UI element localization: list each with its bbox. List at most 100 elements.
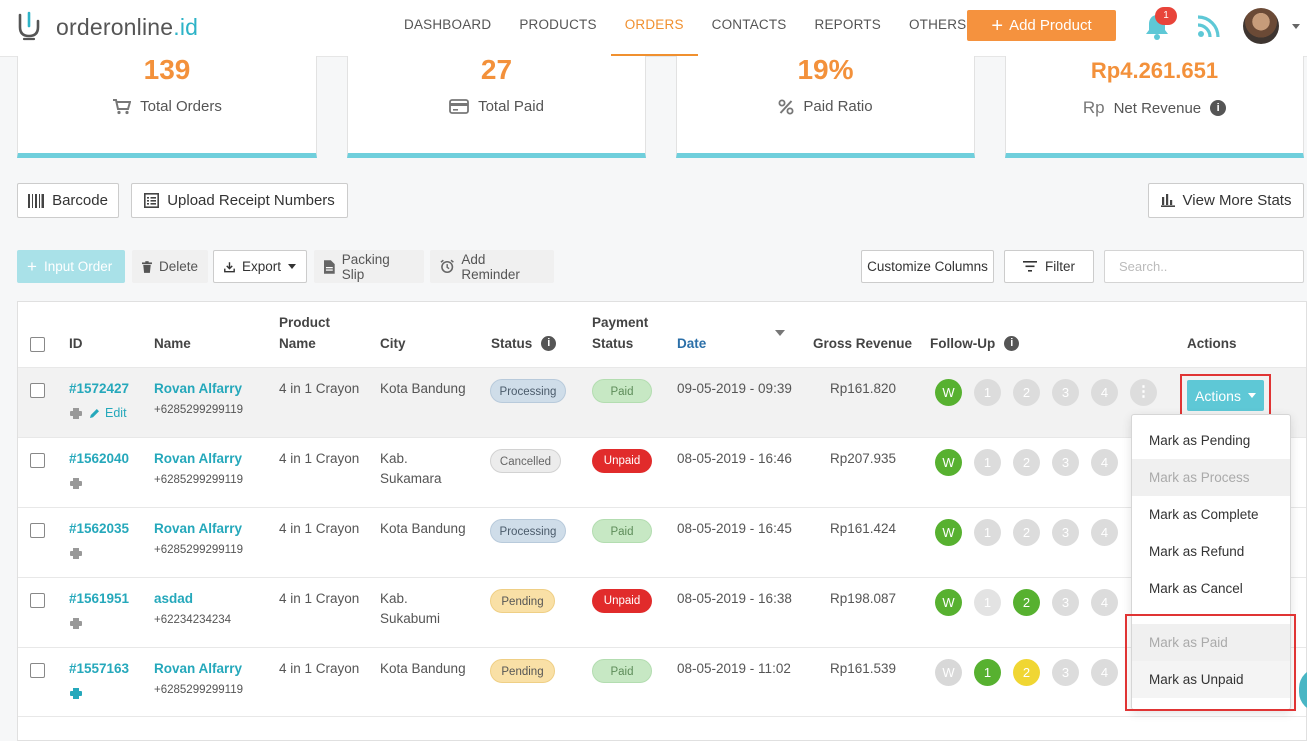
menu-item-mark-refund[interactable]: Mark as Refund — [1149, 544, 1245, 559]
payment-status-badge: Paid — [592, 379, 652, 403]
printer-icon[interactable] — [70, 618, 82, 629]
column-header-payment-status[interactable]: Payment Status — [592, 312, 648, 354]
row-checkbox[interactable] — [30, 383, 45, 398]
column-header-follow-up[interactable]: Follow-Up i — [930, 333, 1020, 354]
follow-up-2[interactable]: 2 — [1013, 449, 1040, 476]
follow-up-1[interactable]: 1 — [974, 519, 1001, 546]
nav-reports[interactable]: REPORTS — [814, 17, 881, 32]
city-line1: Kota Bandung — [380, 521, 466, 536]
upload-receipt-button[interactable]: Upload Receipt Numbers — [131, 183, 348, 218]
follow-up-whatsapp[interactable]: W — [935, 379, 962, 406]
edit-link[interactable]: Edit — [105, 406, 127, 420]
menu-item-mark-cancel[interactable]: Mark as Cancel — [1149, 581, 1243, 596]
add-product-button[interactable]: + Add Product — [967, 10, 1116, 41]
select-all-checkbox[interactable] — [30, 337, 45, 352]
brand-logo[interactable]: orderonline.id — [16, 11, 198, 43]
list-icon — [144, 193, 160, 208]
export-dropdown[interactable]: Export — [213, 250, 307, 283]
follow-up-3[interactable]: 3 — [1052, 659, 1079, 686]
column-header-product[interactable]: Product Name — [279, 312, 330, 354]
row-checkbox[interactable] — [30, 523, 45, 538]
row-checkbox[interactable] — [30, 593, 45, 608]
follow-up-1[interactable]: 1 — [974, 379, 1001, 406]
printer-icon[interactable] — [70, 688, 82, 699]
nav-dashboard[interactable]: DASHBOARD — [404, 17, 492, 32]
stat-card-total-orders: 139 Total Orders — [17, 54, 317, 158]
menu-item-mark-unpaid[interactable]: Mark as Unpaid — [1132, 661, 1290, 698]
printer-icon[interactable] — [70, 408, 82, 419]
follow-up-whatsapp[interactable]: W — [935, 519, 962, 546]
rss-icon[interactable] — [1196, 13, 1222, 39]
follow-up-3[interactable]: 3 — [1052, 449, 1079, 476]
view-more-stats-button[interactable]: View More Stats — [1148, 183, 1304, 218]
stat-card-total-paid: 27 Total Paid — [347, 54, 646, 158]
follow-up-1[interactable]: 1 — [974, 449, 1001, 476]
more-options-icon[interactable]: ⋮ — [1130, 379, 1157, 406]
column-header-status-label: Status — [491, 336, 533, 351]
customize-columns-button[interactable]: Customize Columns — [861, 250, 994, 283]
chevron-down-icon[interactable] — [1292, 24, 1300, 29]
nav-orders[interactable]: ORDERS — [610, 0, 698, 56]
order-id-link[interactable]: #1562040 — [69, 451, 130, 466]
order-id-link[interactable]: #1572427 — [69, 381, 130, 396]
follow-up-1[interactable]: 1 — [974, 589, 1001, 616]
row-checkbox[interactable] — [30, 453, 45, 468]
info-icon[interactable]: i — [1210, 100, 1227, 116]
printer-icon[interactable] — [70, 548, 82, 559]
follow-up-1[interactable]: 1 — [974, 659, 1001, 686]
column-header-date[interactable]: Date — [677, 336, 707, 351]
input-order-button[interactable]: + Input Order — [17, 250, 125, 283]
order-id-link[interactable]: #1561951 — [69, 591, 130, 606]
column-header-name[interactable]: Name — [154, 336, 191, 351]
follow-up-3[interactable]: 3 — [1052, 519, 1079, 546]
follow-up-3[interactable]: 3 — [1052, 379, 1079, 406]
follow-up-whatsapp[interactable]: W — [935, 449, 962, 476]
pencil-icon[interactable] — [89, 408, 100, 419]
actions-dropdown-button[interactable]: Actions — [1187, 380, 1264, 411]
nav-contacts[interactable]: CONTACTS — [711, 17, 787, 32]
order-id-link[interactable]: #1562035 — [69, 521, 130, 536]
column-header-product-line1: Product — [279, 315, 331, 330]
search-input[interactable]: Search.. — [1104, 250, 1304, 283]
customer-name-link[interactable]: Rovan Alfarry — [154, 661, 243, 676]
follow-up-2[interactable]: 2 — [1013, 519, 1040, 546]
follow-up-4[interactable]: 4 — [1091, 589, 1118, 616]
follow-up-4[interactable]: 4 — [1091, 379, 1118, 406]
column-header-id[interactable]: ID — [69, 336, 83, 351]
printer-icon[interactable] — [70, 478, 82, 489]
customer-name-link[interactable]: Rovan Alfarry — [154, 521, 243, 536]
follow-up-4[interactable]: 4 — [1091, 659, 1118, 686]
follow-up-2[interactable]: 2 — [1013, 659, 1040, 686]
follow-up-4[interactable]: 4 — [1091, 449, 1118, 476]
column-header-gross-revenue[interactable]: Gross Revenue — [813, 336, 913, 351]
sort-desc-icon[interactable] — [775, 330, 785, 336]
customer-name-link[interactable]: Rovan Alfarry — [154, 451, 243, 466]
follow-up-2[interactable]: 2 — [1013, 589, 1040, 616]
menu-item-mark-pending[interactable]: Mark as Pending — [1149, 433, 1251, 448]
chevron-down-icon — [1247, 393, 1256, 398]
info-icon[interactable]: i — [1004, 336, 1020, 351]
column-header-city[interactable]: City — [380, 336, 406, 351]
menu-item-mark-complete[interactable]: Mark as Complete — [1149, 507, 1259, 522]
follow-up-whatsapp[interactable]: W — [935, 659, 962, 686]
follow-up-2[interactable]: 2 — [1013, 379, 1040, 406]
delete-button[interactable]: Delete — [132, 250, 208, 283]
filter-button[interactable]: Filter — [1004, 250, 1094, 283]
chat-widget-button[interactable] — [1299, 668, 1307, 712]
order-id-link[interactable]: #1557163 — [69, 661, 130, 676]
add-reminder-button[interactable]: Add Reminder — [430, 250, 554, 283]
info-icon[interactable]: i — [541, 336, 557, 351]
nav-products[interactable]: PRODUCTS — [519, 17, 597, 32]
brand-name: orderonline.id — [56, 13, 199, 40]
follow-up-4[interactable]: 4 — [1091, 519, 1118, 546]
user-avatar[interactable] — [1243, 8, 1279, 44]
customer-name-link[interactable]: asdad — [154, 591, 194, 606]
follow-up-whatsapp[interactable]: W — [935, 589, 962, 616]
customer-name-link[interactable]: Rovan Alfarry — [154, 381, 243, 396]
city: Kab. Sukamara — [380, 449, 442, 489]
column-header-status[interactable]: Status i — [491, 333, 557, 354]
row-checkbox[interactable] — [30, 663, 45, 678]
packing-slip-button[interactable]: Packing Slip — [314, 250, 424, 283]
follow-up-3[interactable]: 3 — [1052, 589, 1079, 616]
barcode-button[interactable]: Barcode — [17, 183, 119, 218]
